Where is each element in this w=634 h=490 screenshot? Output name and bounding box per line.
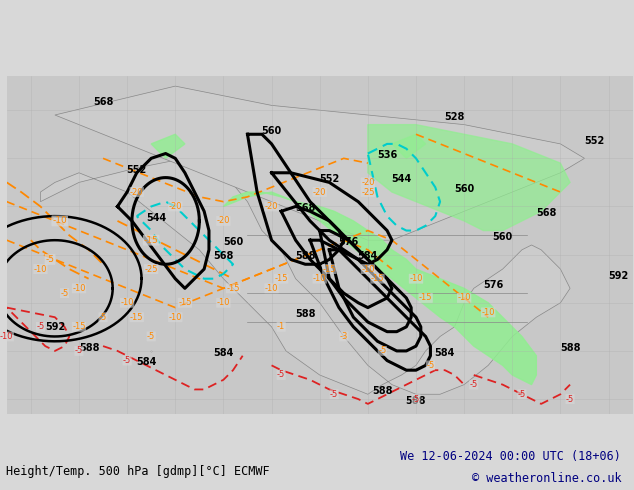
Polygon shape	[368, 124, 570, 231]
Text: -5: -5	[470, 380, 478, 389]
Text: -20: -20	[169, 202, 182, 211]
Text: 588: 588	[372, 386, 392, 396]
Text: -10: -10	[409, 274, 423, 283]
Text: -10: -10	[481, 308, 495, 317]
Text: -20: -20	[130, 188, 143, 196]
Text: -5: -5	[99, 313, 107, 322]
Text: Height/Temp. 500 hPa [gdmp][°C] ECMWF: Height/Temp. 500 hPa [gdmp][°C] ECMWF	[6, 465, 270, 478]
Text: -10: -10	[0, 332, 13, 341]
Text: 544: 544	[146, 213, 166, 223]
Text: -25: -25	[361, 188, 375, 196]
Text: -5: -5	[426, 361, 434, 370]
Text: -20: -20	[361, 178, 375, 187]
Text: 576: 576	[483, 280, 503, 291]
Text: 568: 568	[295, 203, 316, 213]
Text: 584: 584	[213, 348, 233, 358]
Text: -20: -20	[217, 217, 230, 225]
Text: -10: -10	[169, 313, 182, 322]
Text: 552: 552	[584, 136, 604, 146]
Text: 560: 560	[454, 184, 474, 194]
Text: We 12-06-2024 00:00 UTC (18+06): We 12-06-2024 00:00 UTC (18+06)	[401, 450, 621, 463]
Text: -10: -10	[217, 298, 230, 307]
Text: -5: -5	[412, 394, 420, 404]
Text: 588: 588	[560, 343, 580, 353]
Text: -5: -5	[277, 370, 285, 379]
Text: -5: -5	[60, 289, 68, 297]
Text: 528: 528	[444, 112, 465, 122]
Text: -10: -10	[457, 294, 471, 302]
Text: -5: -5	[330, 390, 339, 399]
Text: 584: 584	[435, 348, 455, 358]
Text: 568: 568	[536, 208, 556, 218]
Text: -5: -5	[566, 394, 574, 404]
Text: -15: -15	[144, 236, 158, 245]
Text: -5: -5	[75, 346, 83, 355]
Text: -1: -1	[277, 322, 285, 331]
Text: 560: 560	[223, 237, 243, 247]
Text: 536: 536	[377, 150, 398, 160]
Text: -10: -10	[34, 265, 47, 273]
Text: -5: -5	[147, 332, 155, 341]
Text: 552: 552	[127, 165, 147, 175]
Text: 584: 584	[358, 251, 378, 262]
Polygon shape	[55, 86, 585, 240]
Text: -10: -10	[313, 274, 327, 283]
Text: 588: 588	[295, 309, 316, 319]
Text: 568: 568	[93, 98, 113, 107]
Text: -15: -15	[130, 313, 143, 322]
Text: 576: 576	[339, 237, 359, 247]
Polygon shape	[392, 134, 425, 158]
Polygon shape	[41, 158, 570, 394]
Text: -10: -10	[361, 265, 375, 273]
Text: -5: -5	[46, 255, 55, 264]
Text: 560: 560	[493, 232, 513, 242]
Text: 592: 592	[45, 322, 65, 332]
Text: 584: 584	[137, 357, 157, 368]
Text: -25: -25	[145, 265, 158, 273]
Text: -15: -15	[275, 274, 288, 283]
Text: -5: -5	[518, 390, 526, 399]
Text: -15: -15	[226, 284, 240, 293]
Text: -20: -20	[313, 188, 327, 196]
Text: 544: 544	[391, 174, 411, 184]
Text: -5: -5	[378, 346, 386, 355]
Polygon shape	[223, 192, 536, 385]
Text: 588: 588	[406, 396, 426, 406]
Text: 568: 568	[213, 251, 233, 262]
Text: -5: -5	[36, 322, 44, 331]
Text: © weatheronline.co.uk: © weatheronline.co.uk	[472, 472, 621, 485]
Text: 588: 588	[295, 251, 316, 262]
Text: -15: -15	[371, 274, 384, 283]
Text: 592: 592	[609, 270, 629, 281]
Text: -15: -15	[178, 298, 191, 307]
Text: -15: -15	[72, 322, 86, 331]
Text: -10: -10	[53, 217, 67, 225]
Text: -15: -15	[323, 265, 336, 273]
Text: 560: 560	[261, 126, 281, 136]
Text: -10: -10	[265, 284, 278, 293]
Text: 588: 588	[79, 343, 100, 353]
Polygon shape	[7, 76, 633, 414]
Text: -15: -15	[419, 294, 432, 302]
Text: -10: -10	[72, 284, 86, 293]
Text: 552: 552	[319, 174, 339, 184]
Polygon shape	[151, 134, 185, 158]
Text: -10: -10	[120, 298, 134, 307]
Text: -20: -20	[265, 202, 278, 211]
Text: -3: -3	[340, 332, 348, 341]
Text: -5: -5	[123, 356, 131, 365]
